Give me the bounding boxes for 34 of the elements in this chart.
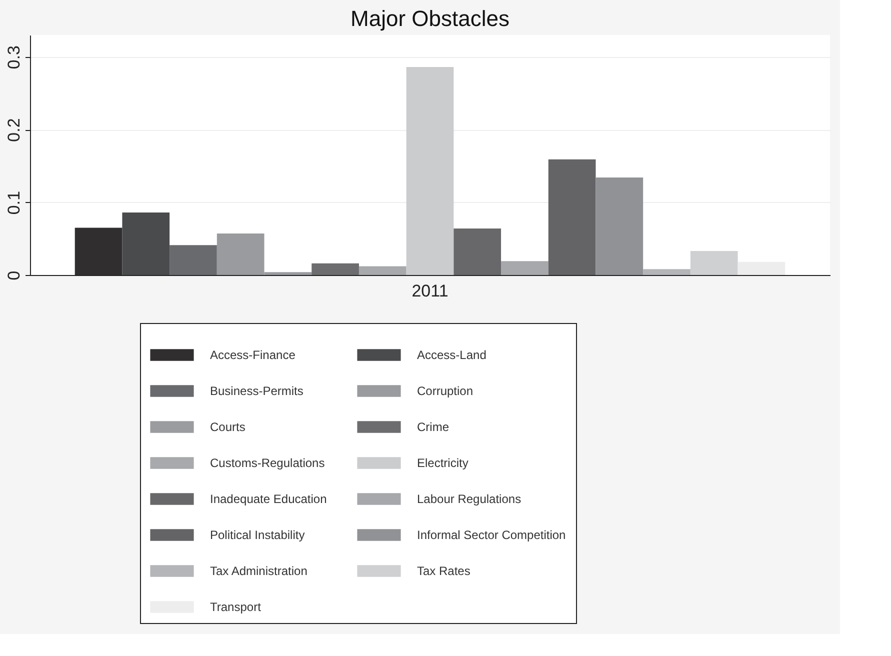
bar [312, 263, 359, 275]
legend-label: Labour Regulations [417, 492, 522, 506]
y-tick-label: 0.3 [4, 46, 24, 70]
legend-label: Inadequate Education [210, 492, 327, 506]
bar [548, 159, 596, 275]
legend-label: Access-Finance [210, 348, 296, 362]
bar [643, 269, 690, 275]
bar [358, 266, 406, 275]
bar [122, 212, 170, 275]
bar [501, 261, 548, 275]
legend-label: Business-Permits [210, 384, 304, 398]
bar [170, 245, 217, 275]
legend-label: Access-Land [417, 348, 486, 362]
bar [738, 262, 786, 275]
bar [596, 178, 644, 275]
x-tick-label: 2011 [412, 282, 448, 300]
legend-label: Corruption [417, 384, 474, 398]
legend-label: Customs-Regulations [210, 456, 325, 470]
legend-label: Informal Sector Competition [417, 528, 566, 542]
bar [406, 67, 454, 275]
legend-label: Electricity [417, 456, 468, 470]
legend-label: Tax Rates [417, 564, 470, 578]
y-tick-label: 0.1 [4, 190, 24, 215]
legend-label: Tax Administration [210, 564, 308, 578]
legend-label: Crime [417, 420, 450, 434]
bar [74, 228, 122, 275]
y-tick-label: 0.2 [4, 118, 24, 142]
y-tick-label: 0 [4, 270, 24, 280]
legend-label: Political Instability [210, 528, 305, 542]
legend-label: Transport [210, 600, 262, 614]
bar [454, 228, 502, 275]
bar [690, 251, 738, 275]
chart-title: Major Obstacles [350, 6, 510, 31]
legend-label: Courts [210, 420, 246, 434]
